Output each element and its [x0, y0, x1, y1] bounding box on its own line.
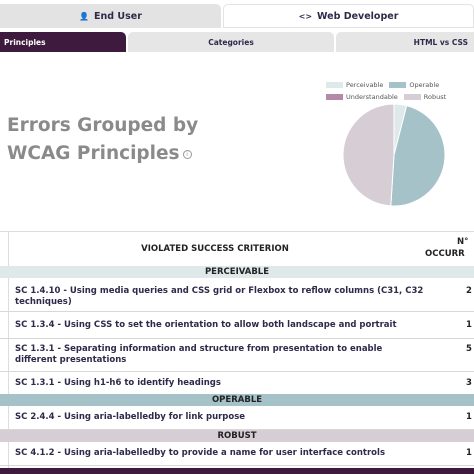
section-title-line2-wrap: WCAG Principles i	[7, 140, 237, 168]
tab-web-developer-label: Web Developer	[317, 10, 399, 22]
occurrence-cell: 2	[466, 286, 472, 296]
tab-end-user[interactable]: 👤 End User	[0, 4, 221, 28]
group-row-perceivable: PERCEIVABLE	[0, 266, 474, 278]
criterion-cell: SC 1.3.1 - Separating information and st…	[15, 344, 383, 365]
column-header-occurrences-line2: OCCURR	[425, 249, 465, 259]
legend-item-perceivable[interactable]: Perceivable	[326, 81, 383, 89]
group-row-operable: OPERABLE	[0, 394, 474, 406]
table-header: VIOLATED SUCCESS CRITERION N° OCCURR	[0, 232, 474, 266]
section-title: Errors Grouped by WCAG Principles i	[7, 112, 237, 168]
legend-swatch	[403, 94, 421, 100]
view-tabs: 👤 End User <> Web Developer	[0, 0, 474, 30]
tab-categories[interactable]: Categories	[128, 32, 334, 52]
legend-label: Perceivable	[346, 81, 384, 89]
criterion-cell: SC 4.1.2 - Using aria-labelledby to prov…	[15, 448, 385, 458]
principles-pie-chart[interactable]	[342, 103, 446, 207]
tab-web-developer[interactable]: <> Web Developer	[223, 4, 474, 28]
legend-swatch	[389, 82, 407, 88]
legend-label: Understandable	[346, 93, 398, 101]
criterion-cell: SC 1.3.4 - Using CSS to set the orientat…	[15, 320, 397, 330]
column-header-occurrences: N° OCCURR	[425, 236, 474, 260]
analysis-tabs: Principles Categories HTML vs CSS	[0, 32, 474, 52]
violations-table: VIOLATED SUCCESS CRITERION N° OCCURR PER…	[0, 231, 474, 474]
legend-label: Operable	[409, 81, 440, 89]
criterion-cell: SC 1.4.10 - Using media queries and CSS …	[15, 286, 424, 307]
occurrence-cell: 1	[466, 448, 472, 458]
group-row-robust: ROBUST	[0, 430, 474, 442]
criterion-cell: SC 2.4.4 - Using aria-labelledby for lin…	[15, 412, 246, 422]
legend-row: Perceivable Operable	[326, 79, 472, 91]
bottom-bar	[0, 468, 474, 474]
table-left-border	[8, 232, 9, 474]
table-row[interactable]: SC 1.3.4 - Using CSS to set the orientat…	[0, 312, 474, 339]
tab-html-vs-css[interactable]: HTML vs CSS	[336, 32, 474, 52]
table-row[interactable]: SC 1.3.1 - Separating information and st…	[0, 339, 474, 372]
section-title-line1: Errors Grouped by	[7, 115, 199, 136]
occurrence-cell: 1	[466, 320, 472, 330]
chart-legend: Perceivable Operable Understandable Robu…	[326, 79, 472, 103]
table-row[interactable]: SC 2.4.4 - Using aria-labelledby for lin…	[0, 406, 474, 430]
occurrence-cell: 5	[466, 344, 472, 354]
legend-swatch	[326, 94, 343, 100]
info-icon[interactable]: i	[182, 149, 192, 159]
occurrence-cell: 3	[466, 378, 472, 388]
occurrence-cell: 1	[466, 412, 472, 422]
legend-item-robust[interactable]: Robust	[403, 93, 447, 101]
column-header-criterion: VIOLATED SUCCESS CRITERION	[141, 244, 289, 254]
legend-label: Robust	[423, 93, 447, 101]
user-icon: 👤	[79, 11, 90, 21]
legend-item-understandable[interactable]: Understandable	[326, 93, 398, 101]
tab-end-user-label: End User	[94, 10, 142, 22]
table-row[interactable]: SC 4.1.2 - Using aria-labelledby to prov…	[0, 442, 474, 466]
section-title-line2: WCAG Principles	[7, 143, 180, 164]
table-row[interactable]: SC 1.4.10 - Using media queries and CSS …	[0, 278, 474, 312]
column-header-occurrences-line1: N°	[457, 237, 469, 247]
pie-slice-operable[interactable]	[390, 104, 446, 207]
tab-principles[interactable]: Principles	[0, 32, 126, 52]
code-icon: <>	[298, 11, 313, 21]
legend-row: Understandable Robust	[326, 91, 472, 103]
pie-slice-robust[interactable]	[342, 103, 395, 207]
table-row[interactable]: SC 1.3.1 - Using h1-h6 to identify headi…	[0, 372, 474, 396]
criterion-cell: SC 1.3.1 - Using h1-h6 to identify headi…	[15, 378, 221, 388]
legend-item-operable[interactable]: Operable	[389, 81, 439, 89]
legend-swatch	[326, 82, 343, 88]
